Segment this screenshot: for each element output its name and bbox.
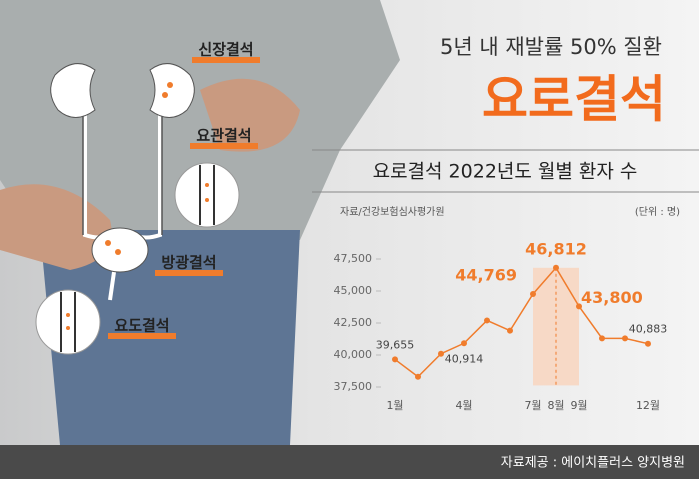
x-tick-label: 9월 — [570, 399, 587, 412]
line — [394, 266, 649, 378]
point — [553, 264, 559, 271]
subtitle: 5년 내 재발률 50% 질환 — [440, 35, 662, 59]
urinary-outline — [82, 100, 163, 235]
chart-unit: (단위 : 명) — [635, 205, 680, 218]
stone-label: 요관결석 — [196, 127, 251, 145]
point — [438, 350, 444, 357]
value-label: 44,769 — [455, 265, 517, 284]
y-tick-label: 47,500 — [334, 252, 373, 265]
value-label: 46,812 — [525, 239, 587, 258]
x-tick-label: 1월 — [386, 399, 403, 412]
label-underline — [108, 333, 176, 339]
y-tick-label: 40,000 — [334, 348, 373, 361]
stone — [162, 92, 168, 98]
label-underline — [192, 57, 260, 63]
x-tick-label: 8월 — [547, 399, 564, 412]
point — [415, 373, 421, 380]
point — [461, 340, 467, 347]
stone — [167, 82, 173, 88]
stone — [205, 183, 209, 187]
point — [484, 317, 490, 324]
ureter-zoom-lines — [199, 165, 215, 225]
stone — [205, 198, 209, 202]
point — [507, 327, 513, 334]
title: 요로결석 — [482, 71, 666, 129]
stone — [66, 326, 70, 330]
x-tick-label: 4월 — [455, 399, 472, 412]
plot: 37,500 40,000 42,500 45,000 47,500 39,655 40,9… — [334, 239, 668, 412]
stone — [105, 240, 111, 246]
value-label: 43,800 — [581, 288, 643, 307]
hand — [200, 78, 300, 152]
x-tick-label: 12월 — [636, 399, 660, 412]
point — [530, 290, 536, 297]
footer-credit: 자료제공 : 에이치플러스 양지병원 — [501, 456, 685, 471]
stone — [66, 313, 70, 317]
point — [599, 335, 605, 342]
chart-source: 자료/건강보험심사평가원 — [340, 206, 445, 218]
value-label: 39,655 — [376, 338, 415, 351]
stone-label: 요도결석 — [114, 317, 169, 335]
point — [622, 335, 628, 342]
chart-title: 요로결석 2022년도 월별 환자 수 — [373, 161, 638, 183]
urethra-zoom-lines — [60, 292, 76, 352]
urethra-zoom — [35, 289, 101, 355]
point — [392, 356, 398, 363]
value-label: 40,883 — [629, 323, 668, 336]
y-tick-label: 45,000 — [334, 284, 373, 297]
y-tick-label: 37,500 — [334, 380, 373, 393]
label-underline — [190, 143, 258, 149]
y-tick-label: 42,500 — [334, 316, 373, 329]
stone — [115, 249, 121, 255]
ureter-zoom — [174, 162, 240, 228]
shirt — [0, 0, 400, 240]
label-underline — [155, 270, 223, 276]
footer-bar — [0, 445, 699, 479]
point — [645, 340, 651, 347]
stone-label: 방광결석 — [161, 254, 216, 272]
point — [576, 303, 582, 310]
stone-label: 신장결석 — [198, 41, 253, 59]
kidney — [50, 63, 96, 118]
value-label: 40,914 — [445, 352, 484, 365]
kidney — [149, 63, 195, 118]
x-tick-label: 7월 — [524, 399, 541, 412]
